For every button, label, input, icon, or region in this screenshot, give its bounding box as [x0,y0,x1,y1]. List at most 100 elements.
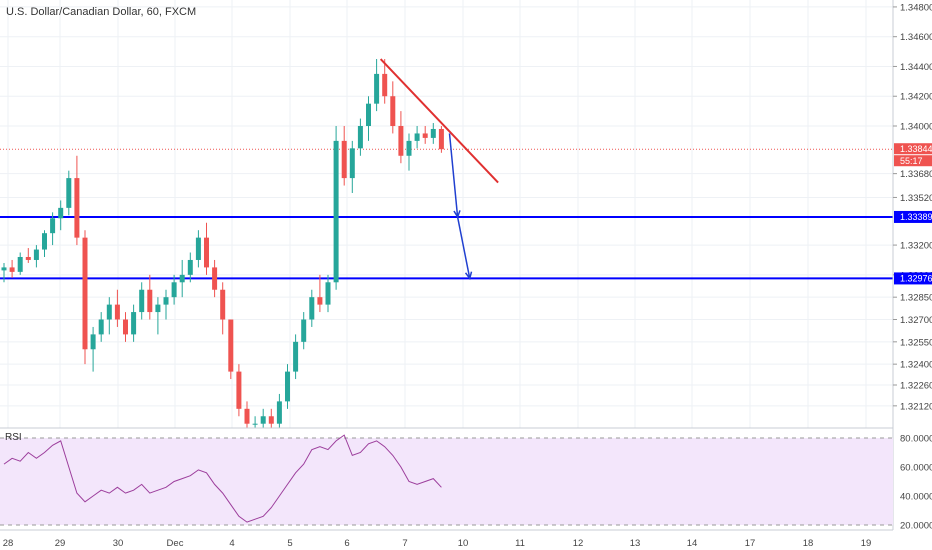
projection-arrows[interactable] [448,133,473,281]
x-tick-label: 5 [287,538,292,549]
horizontal-levels[interactable] [0,215,893,280]
rsi-label: RSI [5,432,22,443]
x-tick-label: 13 [630,538,641,549]
x-tick-label: 29 [55,538,66,549]
x-tick-label: 30 [113,538,124,549]
candle-body [236,371,242,409]
candle-body [139,289,145,313]
current-price-tag: 1.33844 55:17 [894,143,932,167]
candle-body [422,133,428,138]
candle-body [366,103,371,126]
candle-body [98,319,104,335]
x-tick-label: 19 [861,538,872,549]
candle-body [123,319,128,335]
level-tag-label: 1.33389 [900,212,932,222]
current-price-value: 1.33844 [900,144,932,154]
rsi-tick-label: 60.0000 [900,463,932,474]
candle-body [317,297,323,305]
rsi-tick-label: 20.0000 [900,521,932,532]
x-tick-label: 18 [803,538,814,549]
candle-body [179,274,185,283]
level-tag-label: 1.32976 [900,273,932,283]
candle-body [228,319,234,372]
candle-body [74,178,80,238]
y-tick-label: 1.33200 [900,241,932,252]
candle-body [260,416,266,424]
candle-body [33,249,39,260]
arrow-head [464,271,473,281]
x-tick-label: 11 [515,538,525,549]
candle-body [414,133,420,141]
candle-body [374,73,380,104]
level-tag-bg [894,272,932,285]
y-tick-label: 1.33520 [900,193,932,204]
candle-body [382,73,388,97]
x-tick-label: 12 [573,538,584,549]
x-tick-label: Dec [167,538,184,549]
rsi-axis-labels: 80.0000 60.0000 40.0000 20.0000 [900,434,932,532]
candle-body [333,140,339,283]
y-tick-label: 1.34400 [900,62,932,73]
rsi-tick-label: 40.0000 [900,492,932,503]
candle-body [25,256,31,260]
price-pane[interactable] [0,0,893,428]
candle-body [42,233,47,250]
candle-body [147,289,153,313]
y-tick-label: 1.32700 [900,315,932,326]
level-tag-bg [894,210,932,223]
x-axis-labels: 28 29 30 Dec 4 5 6 7 10 11 12 13 14 17 18 19 [3,538,872,549]
y-tick-label: 1.33680 [900,169,932,180]
candle-body [252,423,258,425]
candles [1,59,444,428]
candle-body [106,304,112,320]
rsi-tick-label: 80.0000 [900,434,932,445]
arrow-segment [448,133,459,218]
candle-body [357,126,363,149]
candle-body [17,256,23,272]
chart-title: U.S. Dollar/Canadian Dollar, 60, FXCM [6,6,196,18]
x-tick-label: 7 [402,538,407,549]
y-tick-label: 1.34000 [900,122,932,133]
x-tick-label: 10 [458,538,469,549]
y-tick-label: 1.32260 [900,381,932,392]
candle-body [9,267,15,272]
candle-body [430,128,436,138]
y-tick-label: 1.34800 [900,2,932,13]
candle-body [398,126,404,156]
candle-body [155,304,161,313]
candle-body [204,237,209,268]
countdown-value: 55:17 [900,156,923,166]
candle-body [220,289,226,320]
rsi-line [3,434,442,523]
candle-body [309,297,315,320]
x-tick-label: 28 [3,538,14,549]
level-tags: 1.33389 1.32976 [894,210,932,285]
candle-body [244,408,250,424]
candle-body [114,304,120,320]
candle-body [1,267,7,271]
candle-body [90,334,96,350]
x-tick-label: 14 [687,538,698,549]
y-tick-label: 1.34600 [900,32,932,43]
arrow-segment [456,216,471,279]
candle-body [349,148,355,179]
candle-body [293,341,299,372]
candle-body [212,267,218,290]
candle-body [163,297,169,305]
candle-body [341,140,347,179]
candle-body [131,312,137,335]
y-tick-label: 1.32850 [900,293,932,304]
trendline[interactable] [379,58,499,184]
candle-body [285,371,290,402]
rsi-pane[interactable]: RSI [0,432,893,526]
candle-body [438,128,444,150]
y-tick-label: 1.32400 [900,360,932,371]
candle-body [58,207,64,219]
candle-body [187,259,193,275]
candle-body [390,96,396,126]
y-axis-labels: 1.34800 1.34600 1.34400 1.34200 1.34000 1.336… [893,2,932,412]
candle-body [171,282,177,298]
candle-body [66,178,72,208]
candle-body [268,416,274,424]
